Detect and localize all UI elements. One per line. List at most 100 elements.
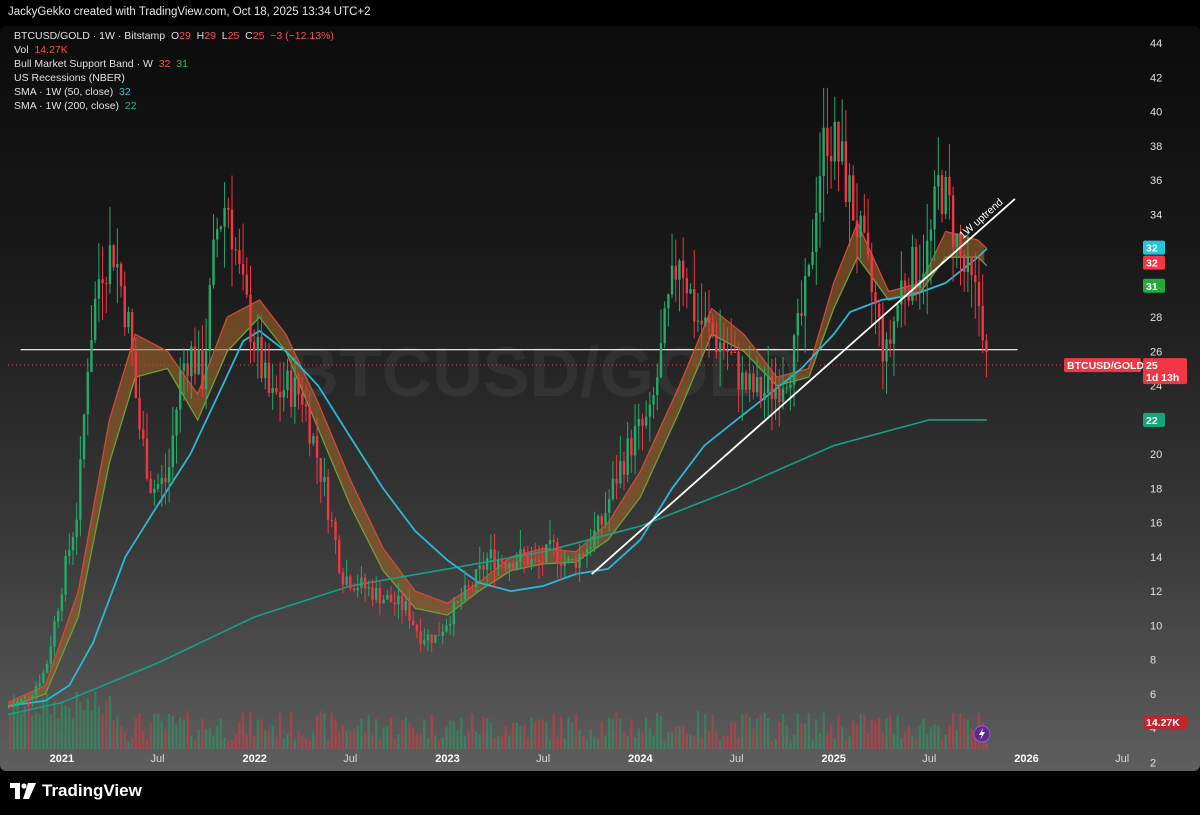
y-axis[interactable]: 2468101214161820222426283032343638404244: [1150, 38, 1162, 769]
candle-body: [267, 362, 271, 393]
volume-bar: [323, 713, 326, 749]
candle-body: [711, 323, 714, 335]
volume-bar: [870, 719, 873, 749]
chart-svg[interactable]: BTCUSD/GOLD 1W uptrend 24681012141618202…: [0, 26, 1200, 771]
volume-bar: [127, 740, 130, 749]
candle-body: [171, 435, 175, 468]
volume-bar: [371, 734, 374, 749]
volume-bar: [574, 713, 578, 749]
candle-body: [637, 419, 640, 427]
tradingview-logo[interactable]: TradingView: [10, 781, 142, 801]
legend-volume[interactable]: Vol 14.27K: [14, 44, 68, 56]
candle-body: [885, 339, 888, 362]
y-tick-label: 44: [1150, 38, 1162, 50]
volume-bar: [726, 735, 729, 749]
candle-body: [356, 587, 359, 591]
volume-bar: [534, 721, 537, 749]
volume-bar: [20, 713, 23, 749]
volume-bar: [216, 725, 219, 749]
volume-bar: [951, 713, 955, 749]
volume-bar: [648, 728, 652, 749]
candle-body: [105, 283, 108, 285]
volume-bar: [789, 740, 792, 749]
x-tick-label: 2026: [1014, 753, 1038, 765]
volume-bar: [404, 717, 407, 749]
legend-bmsb[interactable]: Bull Market Support Band · W 32 31: [14, 58, 188, 70]
candle-body: [75, 519, 78, 538]
volume-bar: [937, 725, 940, 749]
candle-body: [367, 587, 371, 589]
candle-body: [134, 351, 138, 398]
candle-body: [190, 346, 193, 377]
candle-body: [604, 513, 607, 525]
volume-bar: [837, 716, 840, 749]
volume-bar: [500, 736, 504, 749]
candle-body: [382, 599, 385, 604]
volume-bar: [356, 725, 359, 749]
legend-open: 29: [179, 30, 191, 42]
volume-bar: [515, 722, 518, 749]
candle-body: [789, 384, 792, 388]
volume-bar: [911, 736, 914, 749]
candle-body: [966, 256, 970, 273]
tag-volume: 14.27K: [1146, 717, 1180, 729]
volume-bar: [31, 715, 34, 749]
candle-body: [689, 289, 692, 294]
candle-body: [71, 537, 75, 551]
volume-bar: [375, 719, 378, 749]
candle-body: [234, 249, 237, 251]
volume-bar: [34, 712, 38, 749]
candle-body: [130, 312, 134, 352]
legend-recessions[interactable]: US Recessions (NBER): [14, 72, 125, 84]
legend-bmsb-lower: 31: [176, 58, 188, 70]
candle-body: [837, 121, 840, 162]
volume-bar: [522, 725, 526, 749]
volume-bar: [164, 728, 167, 749]
candle-body: [419, 631, 422, 644]
volume-bar: [985, 740, 988, 749]
candle-body: [833, 121, 836, 162]
candle-body: [889, 339, 892, 344]
x-tick-label: Jul: [150, 753, 164, 765]
volume-bar: [966, 719, 970, 749]
candle-body: [252, 342, 256, 351]
candle-body: [611, 478, 615, 500]
volume-bar: [400, 720, 404, 749]
candle-body: [371, 587, 374, 600]
legend-symbol[interactable]: BTCUSD/GOLD · 1W · Bitstamp O29 H29 L25 …: [14, 30, 334, 42]
volume-bar: [504, 726, 507, 749]
candle-body: [752, 373, 755, 393]
replay-icon[interactable]: [973, 725, 991, 743]
candle-body: [127, 312, 130, 328]
volume-bar: [267, 729, 271, 749]
volume-bar: [341, 725, 345, 749]
candle-body: [42, 672, 45, 684]
candle-body: [404, 601, 407, 611]
volume-bar: [482, 716, 485, 749]
uptrend-line[interactable]: [591, 198, 1016, 575]
horizontal-level[interactable]: [8, 349, 1138, 366]
legend-sma50[interactable]: SMA · 1W (50, close) 32: [14, 86, 131, 98]
candle-body: [796, 312, 799, 336]
volume-bar: [175, 724, 178, 749]
candle-body: [60, 594, 64, 612]
volume-bar: [571, 722, 574, 749]
volume-bar: [38, 714, 41, 749]
candle-body: [652, 395, 655, 405]
x-axis[interactable]: 2021 Jul 2022 Jul 2023 Jul 2024 Jul 2025 Jul 2026 J…: [50, 753, 1130, 765]
volume-bar: [223, 737, 226, 749]
volume-bar: [637, 728, 640, 749]
uptrend-line-path: [591, 198, 1016, 575]
candle-body: [193, 346, 197, 375]
candle-body: [497, 559, 500, 570]
legend-sma200[interactable]: SMA · 1W (200, close) 22: [14, 100, 137, 112]
volume-bar: [474, 731, 478, 749]
candle-body: [149, 478, 152, 493]
candle-body: [82, 414, 86, 460]
volume-bar: [556, 736, 559, 749]
candle-body: [896, 304, 899, 322]
candle-body: [944, 176, 947, 215]
volume-bar: [304, 738, 308, 749]
volume-bar: [593, 736, 596, 749]
candle-body: [397, 595, 400, 605]
